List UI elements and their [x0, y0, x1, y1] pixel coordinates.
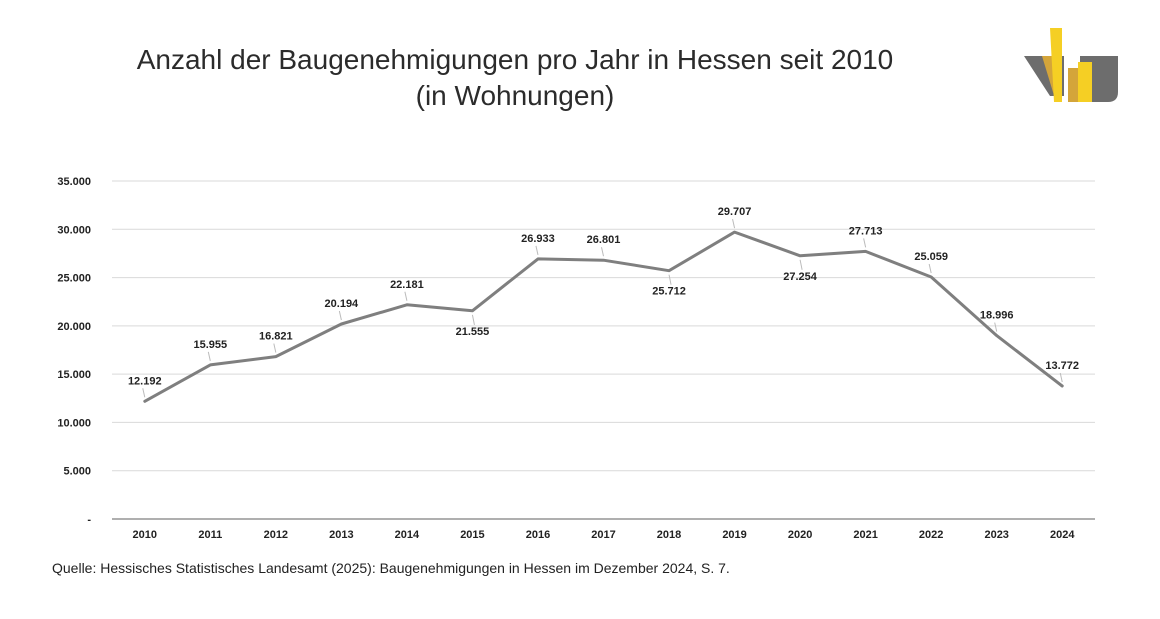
x-tick-label: 2012: [264, 529, 288, 541]
y-tick-label: 10.000: [57, 417, 91, 429]
x-tick-label: 2010: [133, 529, 157, 541]
data-label-leader: [668, 274, 672, 285]
vhu-logo: [1024, 28, 1118, 102]
data-label: 27.254: [783, 271, 818, 283]
x-tick-label: 2016: [526, 529, 550, 541]
data-label-leader: [601, 247, 604, 257]
x-tick-label: 2017: [591, 529, 615, 541]
data-label-leader: [207, 351, 211, 362]
data-label: 25.712: [652, 286, 686, 298]
x-tick-label: 2014: [395, 529, 420, 541]
chart-title: Anzahl der Baugenehmigungen pro Jahr in …: [60, 42, 970, 114]
x-tick-label: 2018: [657, 529, 681, 541]
data-label-leader: [273, 343, 277, 353]
grid-lines: [112, 180, 1095, 472]
x-tick-label: 2020: [788, 529, 812, 541]
logo-yellow-shape: [1050, 28, 1092, 102]
x-tick-label: 2023: [984, 529, 1008, 541]
data-label-leader: [142, 388, 146, 398]
axes: - 5.000 10.000 15.000 20.000 25.000 30.000 35.0…: [57, 176, 1095, 541]
data-label: 12.192: [128, 375, 162, 387]
data-label: 18.996: [980, 310, 1014, 322]
y-tick-label: 30.000: [57, 224, 91, 236]
data-label: 29.707: [718, 206, 752, 218]
data-label: 22.181: [390, 279, 424, 291]
y-tick-label: 5.000: [63, 466, 91, 478]
y-tick-label: 25.000: [57, 273, 91, 285]
chart-subtitle: (in Wohnungen): [415, 80, 615, 111]
y-tick-label: 20.000: [57, 321, 91, 333]
data-label-leader: [863, 238, 867, 248]
data-label-leader: [994, 322, 998, 332]
y-tick-label: 15.000: [57, 369, 91, 381]
data-label-leader: [535, 245, 539, 256]
series-line-path: [143, 230, 1064, 403]
data-labels: 12.192 15.955 16.821 20.194 22.181 21.555 26.9…: [128, 206, 1079, 398]
data-label-leader: [928, 263, 932, 274]
data-label: 26.933: [521, 233, 555, 245]
x-tick-label: 2022: [919, 529, 943, 541]
data-label-leader: [1059, 372, 1063, 383]
chart-title-line-1: Anzahl der Baugenehmigungen pro Jahr in …: [136, 44, 894, 75]
x-tick-label: 2015: [460, 529, 484, 541]
data-label-leader: [338, 310, 342, 321]
y-tick-label: 35.000: [57, 176, 91, 188]
data-label: 26.801: [587, 234, 621, 246]
data-label-leader: [404, 291, 408, 301]
data-label-leader: [471, 314, 475, 325]
data-label: 13.772: [1045, 360, 1079, 372]
data-label: 16.821: [259, 331, 293, 343]
data-label-leader: [799, 259, 803, 270]
x-tick-label: 2019: [722, 529, 746, 541]
data-label: 27.713: [849, 225, 883, 237]
data-label: 20.194: [325, 298, 360, 310]
data-label: 21.555: [456, 326, 490, 338]
source-note: Quelle: Hessisches Statistisches Landesa…: [52, 560, 730, 576]
data-label: 25.059: [914, 251, 948, 263]
x-tick-label: 2011: [198, 529, 222, 541]
data-label: 15.955: [193, 339, 227, 351]
x-tick-label: 2013: [329, 529, 353, 541]
y-tick-label: -: [87, 514, 91, 526]
data-label-leader: [732, 219, 736, 229]
x-tick-label: 2024: [1050, 529, 1075, 541]
x-tick-label: 2021: [853, 529, 877, 541]
series-line: [143, 230, 1064, 403]
